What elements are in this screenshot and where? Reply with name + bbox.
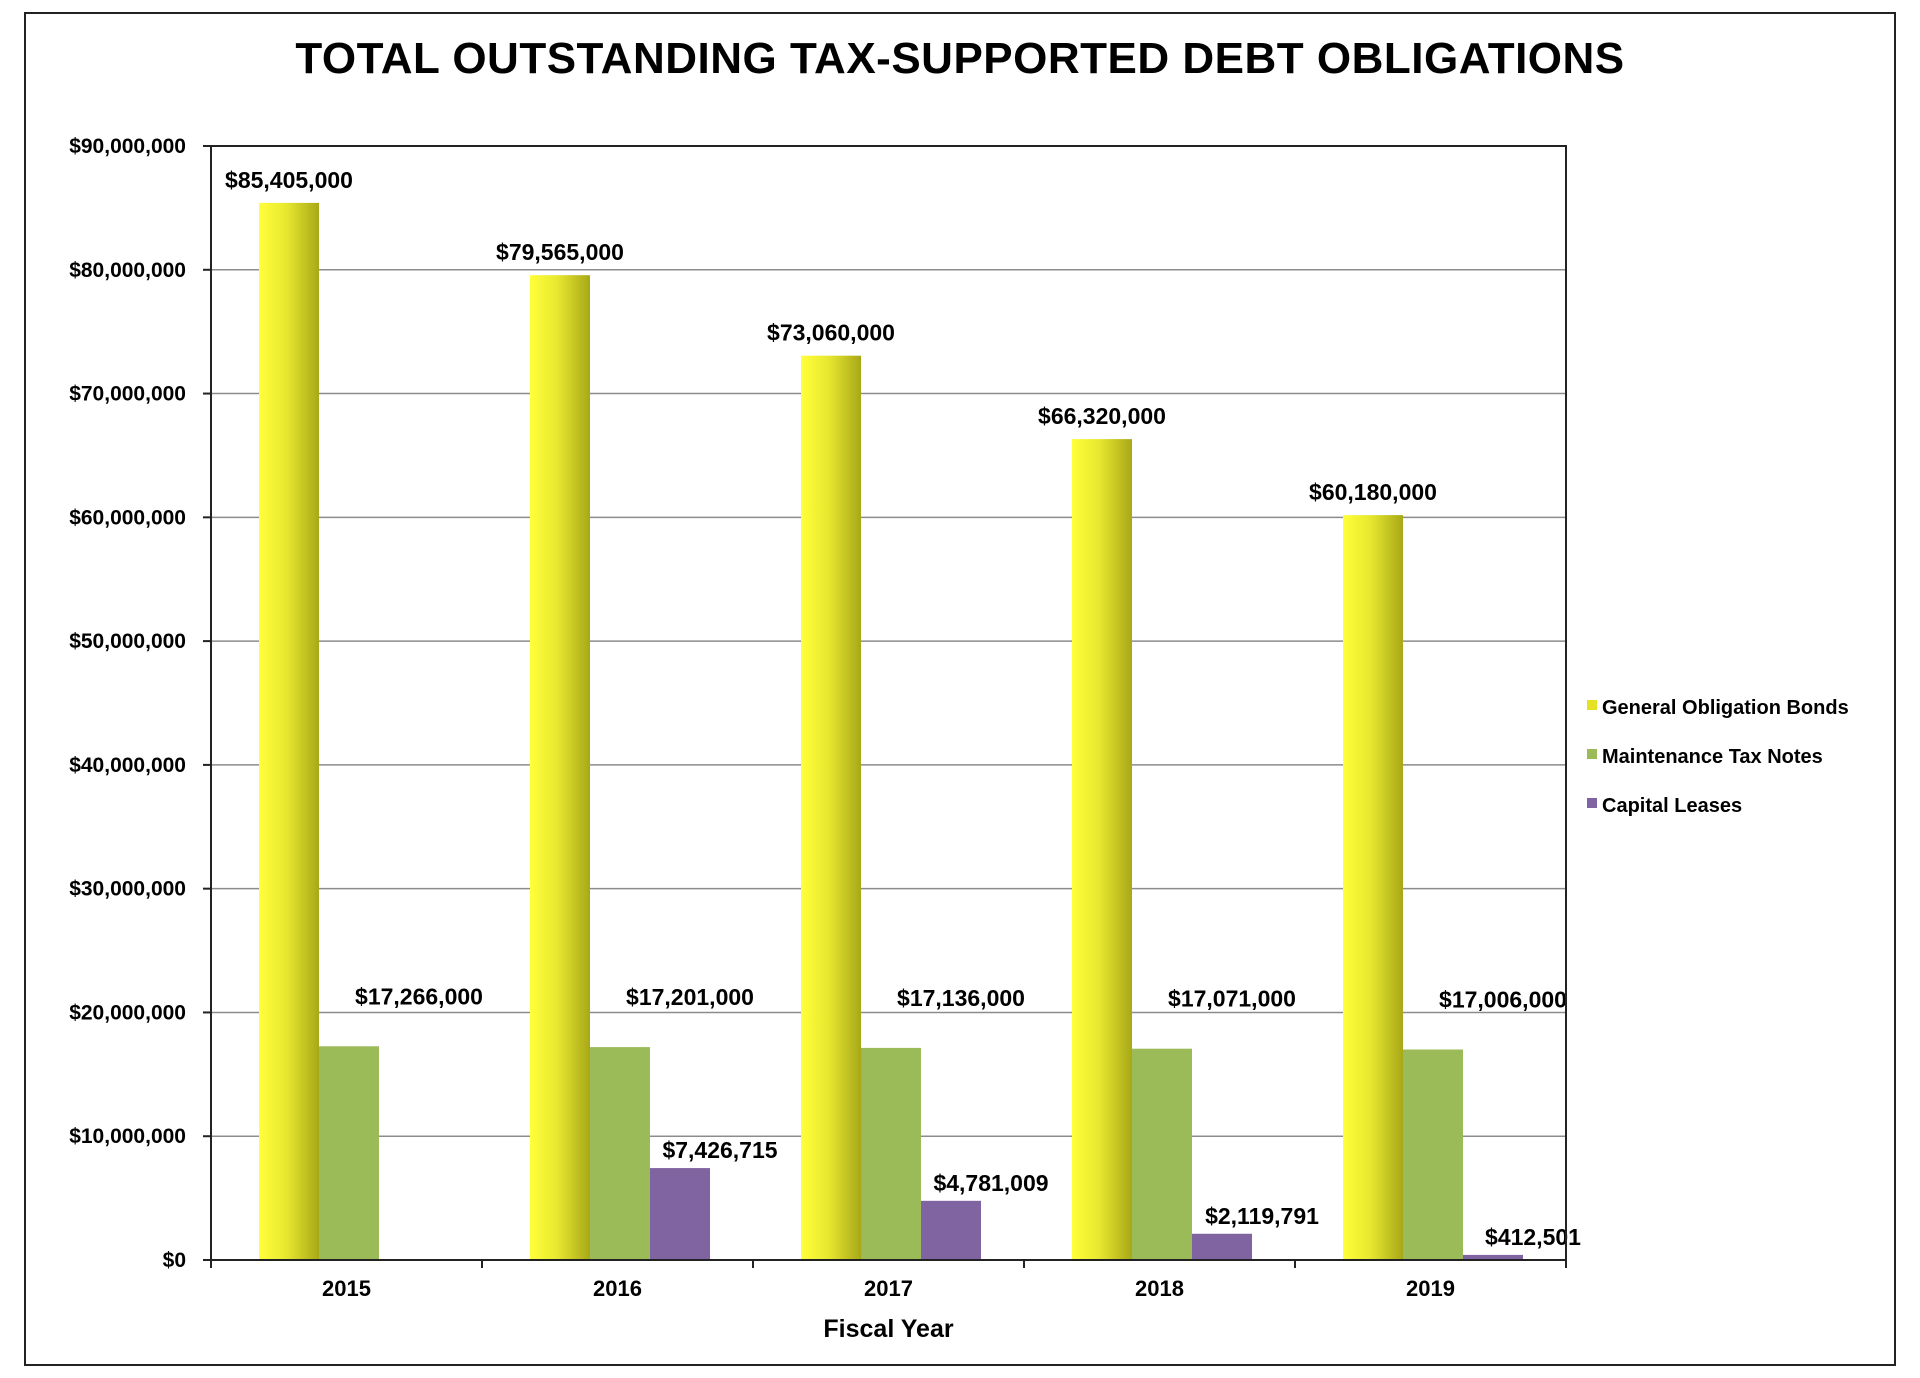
data-label: $2,119,791 <box>1205 1203 1319 1229</box>
data-label: $85,405,000 <box>225 167 353 193</box>
bar-capital-leases-2016 <box>650 1168 710 1260</box>
y-tick-label: $40,000,000 <box>69 754 186 777</box>
bar-maintenance-tax-notes-2018 <box>1132 1048 1192 1260</box>
x-tick-label: 2018 <box>1135 1276 1184 1301</box>
legend-label: Maintenance Tax Notes <box>1602 746 1823 768</box>
bar-general-obligation-bonds-2019 <box>1343 515 1403 1260</box>
bar-capital-leases-2017 <box>921 1200 981 1260</box>
bar-maintenance-tax-notes-2019 <box>1403 1049 1463 1260</box>
data-label: $17,136,000 <box>897 985 1025 1011</box>
chart-frame <box>24 12 1896 1366</box>
legend-swatch <box>1587 700 1597 710</box>
y-tick-label: $30,000,000 <box>69 878 186 901</box>
bar-maintenance-tax-notes-2015 <box>319 1046 379 1260</box>
data-label: $73,060,000 <box>767 320 895 346</box>
x-axis-title: Fiscal Year <box>823 1315 953 1343</box>
data-label: $4,781,009 <box>933 1170 1048 1196</box>
legend: General Obligation Bonds Maintenance Tax … <box>1587 697 1849 817</box>
bars <box>259 202 1523 1261</box>
plot-area <box>210 145 1567 1261</box>
bar-capital-leases-2019 <box>1463 1254 1523 1260</box>
bar-general-obligation-bonds-2016 <box>530 275 590 1260</box>
x-tick-label: 2019 <box>1406 1276 1455 1301</box>
x-tick-label: 2015 <box>322 1276 371 1301</box>
y-tick-label: $10,000,000 <box>69 1125 186 1148</box>
data-labels: $85,405,000 $17,266,000 $79,565,000 $17,201… <box>225 167 1581 1250</box>
y-tick-label: $60,000,000 <box>69 506 186 529</box>
data-label: $17,071,000 <box>1168 986 1296 1012</box>
data-label: $66,320,000 <box>1038 403 1166 429</box>
y-tick-label: $80,000,000 <box>69 259 186 282</box>
bar-maintenance-tax-notes-2017 <box>861 1047 921 1260</box>
data-label: $60,180,000 <box>1309 479 1437 505</box>
legend-swatch <box>1587 749 1597 759</box>
data-label: $79,565,000 <box>496 239 624 265</box>
bar-general-obligation-bonds-2015 <box>259 202 319 1261</box>
bar-general-obligation-bonds-2017 <box>801 355 861 1260</box>
data-label: $17,201,000 <box>626 984 754 1010</box>
bar-maintenance-tax-notes-2016 <box>590 1047 650 1260</box>
legend-swatch <box>1587 798 1597 808</box>
data-label: $17,266,000 <box>355 983 483 1009</box>
y-tick-label: $0 <box>163 1249 186 1272</box>
x-tick-label: 2017 <box>864 1276 913 1301</box>
y-tick-label: $90,000,000 <box>69 135 186 158</box>
legend-label: General Obligation Bonds <box>1602 697 1849 719</box>
gridlines <box>211 269 1566 1137</box>
y-tick-label: $50,000,000 <box>69 630 186 653</box>
y-tick-label: $20,000,000 <box>69 1001 186 1024</box>
data-label: $7,426,715 <box>662 1137 777 1163</box>
bar-capital-leases-2018 <box>1192 1233 1252 1260</box>
legend-label: Capital Leases <box>1602 795 1742 817</box>
bar-general-obligation-bonds-2018 <box>1072 439 1132 1260</box>
axes: $0 $10,000,000 $20,000,000 $30,000,000 $40,0… <box>69 135 1567 1343</box>
chart-title: TOTAL OUTSTANDING TAX-SUPPORTED DEBT OBL… <box>295 34 1625 83</box>
x-tick-label: 2016 <box>593 1276 642 1301</box>
data-label: $17,006,000 <box>1439 987 1567 1013</box>
y-tick-label: $70,000,000 <box>69 383 186 406</box>
